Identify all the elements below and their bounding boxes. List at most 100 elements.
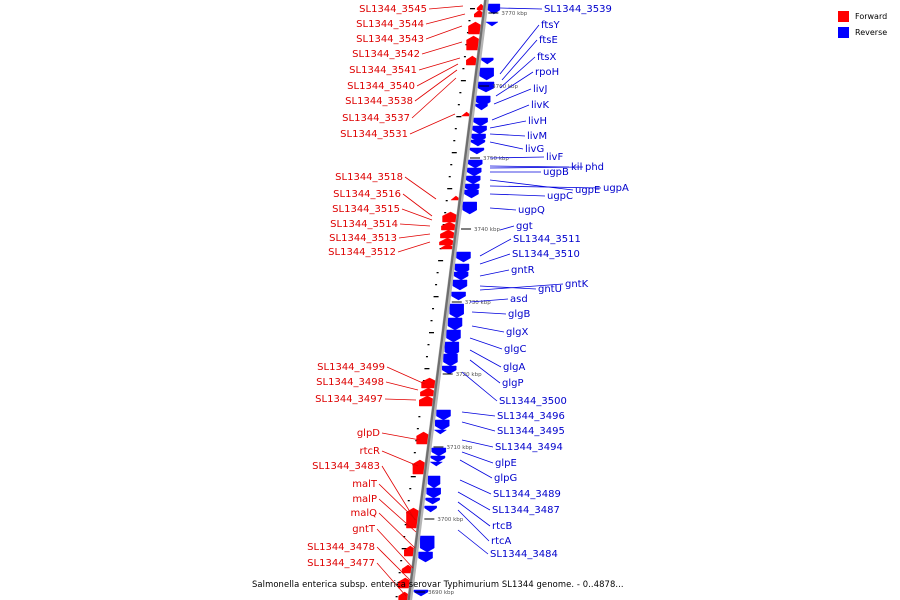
reverse-gene-label[interactable]: livM xyxy=(527,131,547,142)
reverse-gene-label[interactable]: livG xyxy=(525,144,544,155)
reverse-gene-label[interactable]: SL1344_3496 xyxy=(497,411,565,422)
reverse-leader-line xyxy=(489,133,526,137)
forward-gene-label[interactable]: gntT xyxy=(352,524,376,535)
forward-gene-label[interactable]: SL1344_3512 xyxy=(328,247,396,258)
reverse-gene-glyph xyxy=(424,505,437,513)
forward-gene-label[interactable]: SL1344_3541 xyxy=(349,65,417,76)
forward-gene-label[interactable]: SL1344_3516 xyxy=(333,189,401,200)
minor-marker xyxy=(438,260,444,262)
forward-gene-label[interactable]: SL1344_3543 xyxy=(356,34,424,45)
forward-gene-label[interactable]: SL1344_3498 xyxy=(316,377,384,388)
forward-leader-line xyxy=(411,77,457,119)
reverse-gene-label[interactable]: SL1344_3511 xyxy=(513,234,581,245)
reverse-gene-label[interactable]: glgP xyxy=(502,378,524,389)
minor-marker xyxy=(451,152,457,154)
reverse-gene-glyph xyxy=(451,291,466,301)
minor-marker xyxy=(413,452,416,454)
reverse-gene-label[interactable]: rtcA xyxy=(491,536,512,547)
reverse-gene-label[interactable]: glgA xyxy=(503,362,525,373)
reverse-gene-label[interactable]: ugpA xyxy=(603,183,629,194)
forward-gene-label[interactable]: SL1344_3542 xyxy=(352,49,420,60)
reverse-gene-label[interactable]: ftsE xyxy=(539,35,558,46)
reverse-gene-label[interactable]: SL1344_3510 xyxy=(512,249,580,260)
reverse-gene-glyph xyxy=(456,251,471,263)
reverse-gene-glyph xyxy=(431,447,447,457)
reverse-leader-line xyxy=(469,337,503,350)
reverse-gene-label[interactable]: glgX xyxy=(506,327,528,338)
reverse-gene-label[interactable]: phd xyxy=(585,162,604,173)
reverse-gene-label[interactable]: ggt xyxy=(516,221,533,232)
forward-gene-label[interactable]: SL1344_3497 xyxy=(315,394,383,405)
reverse-leader-line xyxy=(489,156,545,159)
reverse-leader-line xyxy=(457,509,490,542)
reverse-gene-label[interactable]: livH xyxy=(528,116,547,127)
forward-gene-label[interactable]: SL1344_3518 xyxy=(335,172,403,183)
minor-marker xyxy=(395,596,398,598)
forward-gene-label[interactable]: SL1344_3515 xyxy=(332,204,400,215)
reverse-gene-label[interactable]: ugpC xyxy=(547,191,573,202)
scale-tick-label: 3720 kbp xyxy=(456,372,482,378)
reverse-gene-glyph xyxy=(468,159,483,169)
forward-gene-label[interactable]: malQ xyxy=(350,508,377,519)
reverse-gene-label[interactable]: SL1344_3539 xyxy=(544,4,612,15)
forward-gene-label[interactable]: malT xyxy=(352,479,378,490)
reverse-gene-label[interactable]: livK xyxy=(531,100,549,111)
reverse-gene-glyph xyxy=(473,117,488,127)
forward-leader-line xyxy=(414,69,458,102)
reverse-gene-label[interactable]: glgC xyxy=(504,344,526,355)
forward-gene-label[interactable]: SL1344_3477 xyxy=(307,558,375,569)
forward-leader-line xyxy=(378,483,417,521)
forward-gene-label[interactable]: SL1344_3544 xyxy=(356,19,424,30)
forward-gene-label[interactable]: SL1344_3531 xyxy=(340,129,408,140)
reverse-gene-label[interactable]: kil xyxy=(571,162,582,173)
forward-gene-label[interactable]: SL1344_3513 xyxy=(329,233,397,244)
forward-gene-label[interactable]: malP xyxy=(352,494,377,505)
reverse-gene-label[interactable]: SL1344_3495 xyxy=(497,426,565,437)
reverse-gene-label[interactable]: ugpE xyxy=(575,185,600,196)
reverse-gene-glyph xyxy=(426,487,441,499)
reverse-gene-label[interactable]: livJ xyxy=(533,84,547,95)
forward-gene-label[interactable]: rtcR xyxy=(360,446,381,457)
forward-gene-label[interactable]: SL1344_3478 xyxy=(307,542,375,553)
reverse-gene-label[interactable]: SL1344_3487 xyxy=(492,505,560,516)
reverse-gene-label[interactable]: gntU xyxy=(538,284,562,295)
minor-marker xyxy=(468,20,471,22)
forward-gene-label[interactable]: SL1344_3499 xyxy=(317,362,385,373)
forward-gene-label[interactable]: SL1344_3514 xyxy=(330,219,398,230)
reverse-gene-label[interactable]: glpG xyxy=(494,473,517,484)
reverse-gene-label[interactable]: ftsY xyxy=(541,20,560,31)
reverse-gene-label[interactable]: rpoH xyxy=(535,67,559,78)
reverse-gene-label[interactable]: ftsX xyxy=(537,52,556,63)
forward-leader-line xyxy=(376,546,411,581)
reverse-leader-line xyxy=(489,120,527,129)
reverse-gene-label[interactable]: SL1344_3494 xyxy=(495,442,563,453)
reverse-gene-glyph xyxy=(485,21,499,27)
forward-gene-label[interactable]: SL1344_3537 xyxy=(342,113,410,124)
forward-gene-label[interactable]: SL1344_3540 xyxy=(347,81,415,92)
minor-marker xyxy=(410,476,416,478)
reverse-gene-label[interactable]: livF xyxy=(546,152,563,163)
forward-leader-line xyxy=(425,13,466,25)
forward-gene-label[interactable]: SL1344_3538 xyxy=(345,96,413,107)
reverse-gene-label[interactable]: glpE xyxy=(495,458,517,469)
reverse-gene-label[interactable]: rtcB xyxy=(492,521,513,532)
reverse-gene-label[interactable]: SL1344_3489 xyxy=(493,489,561,500)
reverse-gene-label[interactable]: ugpQ xyxy=(518,205,545,216)
scale-tick-label: 3770 kbp xyxy=(501,11,527,17)
reverse-leader-line xyxy=(489,185,602,189)
reverse-gene-glyph xyxy=(413,589,429,597)
backbone xyxy=(407,0,487,600)
reverse-gene-label[interactable]: glgB xyxy=(508,309,530,320)
forward-gene-label[interactable]: SL1344_3545 xyxy=(359,4,427,15)
forward-gene-label[interactable]: glpD xyxy=(357,428,380,439)
forward-gene-label[interactable]: SL1344_3483 xyxy=(312,461,380,472)
reverse-gene-label[interactable]: asd xyxy=(510,294,528,305)
reverse-gene-glyph xyxy=(487,3,501,15)
reverse-gene-glyph xyxy=(441,365,457,375)
reverse-gene-label[interactable]: SL1344_3500 xyxy=(499,396,567,407)
reverse-gene-label[interactable]: ugpB xyxy=(543,167,569,178)
reverse-gene-label[interactable]: gntK xyxy=(565,279,589,290)
forward-gene-glyph xyxy=(460,111,473,117)
reverse-gene-label[interactable]: SL1344_3484 xyxy=(490,549,558,560)
reverse-gene-label[interactable]: gntR xyxy=(511,265,535,276)
